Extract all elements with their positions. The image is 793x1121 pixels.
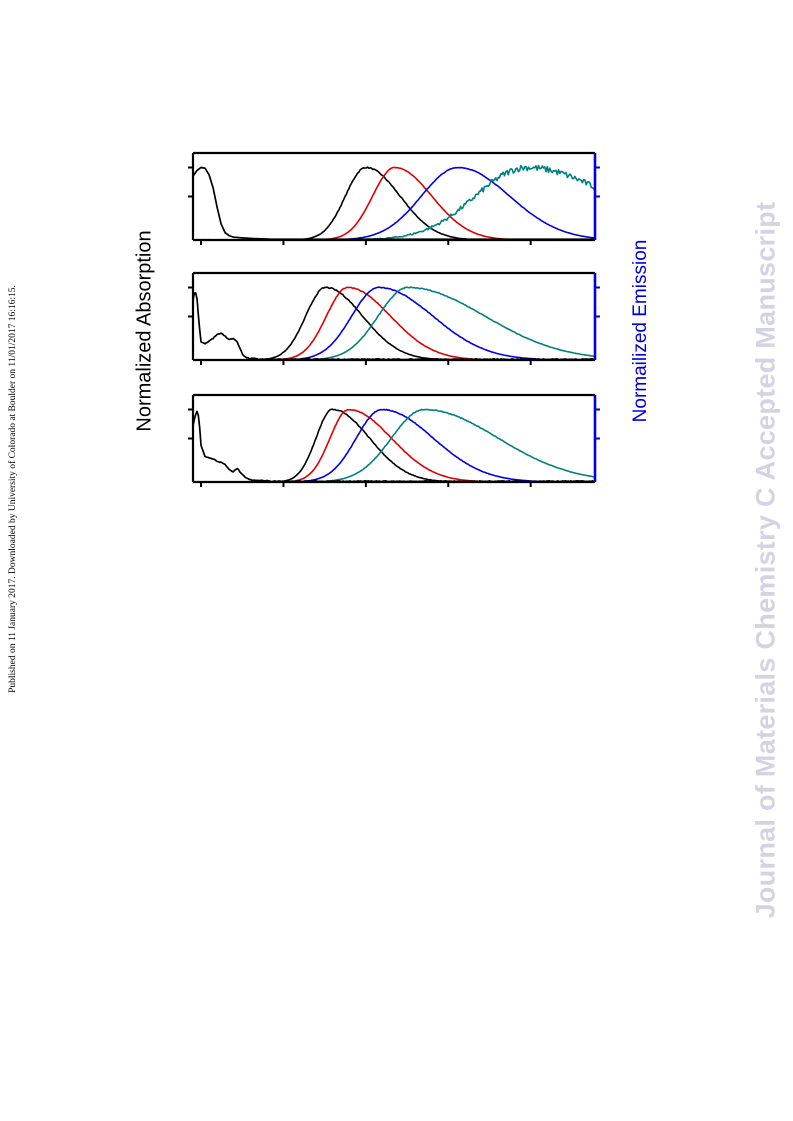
journal-watermark: Journal of Materials Chemistry C Accepte…: [750, 201, 781, 919]
emission-series-1: [193, 286, 595, 360]
plot-area-top: [193, 164, 595, 240]
chart-panel-middle: [188, 271, 600, 365]
emission-series-4: [193, 286, 595, 360]
emission-series-1: [193, 166, 595, 240]
emission-series-4: [193, 408, 595, 482]
emission-series-1: [193, 408, 595, 482]
emission-series-3: [193, 166, 595, 240]
left-axis-label: Normalized Absorption: [133, 230, 156, 432]
absorption-series: [193, 410, 595, 482]
right-axis-label: Normailized Emission: [630, 239, 651, 423]
emission-series-4: [193, 164, 595, 240]
emission-series-3: [193, 408, 595, 482]
emission-series-2: [193, 166, 595, 240]
plot-area-bottom: [193, 408, 595, 482]
absorption-series: [193, 166, 595, 240]
emission-series-3: [193, 286, 595, 360]
download-note: Published on 11 January 2017. Downloaded…: [8, 285, 18, 693]
plot-area-middle: [193, 286, 595, 360]
absorption-series: [193, 292, 595, 360]
emission-series-2: [193, 408, 595, 482]
chart-panel-top: [188, 151, 600, 245]
chart-panel-bottom: [188, 393, 600, 487]
emission-series-2: [193, 286, 595, 360]
